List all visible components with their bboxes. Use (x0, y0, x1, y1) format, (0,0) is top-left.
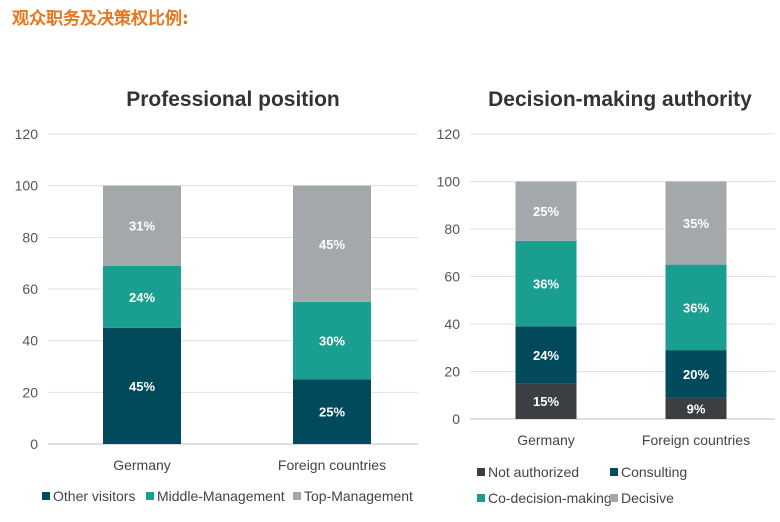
legend-swatch (610, 468, 618, 476)
data-label: 36% (683, 300, 709, 315)
legend-swatch (477, 494, 485, 502)
y-tick-label: 40 (444, 316, 460, 332)
y-tick-label: 20 (22, 384, 38, 400)
decision-making-authority-chart: Decision-making authority 0 20 40 60 80 100 120… (437, 88, 775, 506)
chart-title: Decision-making authority (488, 88, 752, 111)
data-label: 24% (129, 290, 155, 305)
page-header: 观众职务及决策权比例: (12, 9, 189, 29)
legend-entry: Co-decision-making (488, 490, 612, 506)
legend-entry: Other visitors (53, 488, 135, 504)
data-label: 35% (683, 216, 709, 231)
bar-segment (293, 185, 371, 302)
legend-swatch (477, 468, 485, 476)
data-label: 15% (533, 394, 559, 409)
data-label: 45% (129, 379, 155, 394)
y-tick-label: 100 (437, 174, 461, 190)
x-category-label: Foreign countries (278, 457, 386, 473)
legend-entry: Middle-Management (157, 488, 285, 504)
data-label: 20% (683, 367, 709, 382)
legend-swatch (146, 492, 154, 500)
data-label: 9% (687, 401, 706, 416)
professional-position-chart: Professional position 0 20 40 60 80 100 120 45% 2… (15, 88, 418, 504)
legend-entry: Decisive (621, 490, 674, 506)
data-label: 45% (319, 237, 345, 252)
y-tick-label: 60 (22, 281, 38, 297)
data-label: 25% (533, 204, 559, 219)
bar-segment (515, 383, 577, 419)
bar-segment (665, 397, 727, 419)
bar-segment (293, 379, 371, 444)
data-label: 25% (319, 405, 345, 420)
chart-title: Professional position (126, 88, 340, 111)
data-label: 24% (533, 348, 559, 363)
y-tick-label: 120 (15, 126, 39, 142)
y-tick-label: 120 (437, 126, 461, 142)
bar-segment (103, 327, 181, 444)
bar-segment (515, 181, 577, 241)
x-category-label: Germany (113, 457, 171, 473)
x-category-label: Foreign countries (642, 432, 750, 448)
legend-swatch (293, 492, 301, 500)
x-category-label: Germany (517, 432, 575, 448)
y-tick-label: 0 (452, 411, 460, 427)
bar-segment (515, 240, 577, 327)
bar-segment (103, 185, 181, 266)
legend-entry: Top-Management (304, 488, 413, 504)
legend-entry: Not authorized (488, 464, 579, 480)
bar-segment (665, 264, 727, 351)
y-tick-label: 80 (444, 221, 460, 237)
bar-segment (293, 301, 371, 380)
y-tick-label: 80 (22, 229, 38, 245)
data-label: 36% (533, 277, 559, 292)
y-tick-label: 40 (22, 333, 38, 349)
data-label: 30% (319, 334, 345, 349)
legend-swatch (610, 494, 618, 502)
legend-entry: Consulting (621, 464, 687, 480)
y-tick-label: 100 (15, 178, 39, 194)
bar-segment (103, 265, 181, 328)
data-label: 31% (129, 219, 155, 234)
legend-swatch (42, 492, 50, 500)
bar-segment (665, 350, 727, 398)
bar-segment (515, 326, 577, 384)
y-tick-label: 20 (444, 364, 460, 380)
y-tick-label: 60 (444, 269, 460, 285)
bar-segment (665, 181, 727, 265)
y-tick-label: 0 (30, 436, 38, 452)
